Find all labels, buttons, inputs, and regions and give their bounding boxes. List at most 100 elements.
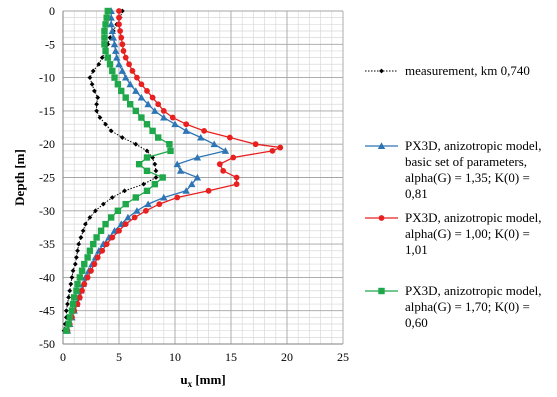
diamond-marker [119,135,125,140]
x-tick-label: 15 [225,350,237,364]
y-axis-label: Depth [m] [12,149,27,206]
diamond-marker [70,268,76,274]
triangle-marker [107,20,115,28]
circle-marker [252,141,259,148]
square-marker [104,54,111,61]
triangle-marker [197,133,205,141]
triangle-marker [110,40,119,48]
legend-label: alpha(G) = 1,35; K(0) = [405,170,530,185]
circle-marker [230,154,237,161]
circle-marker [233,181,240,188]
circle-marker [116,14,122,21]
circle-marker [99,247,106,254]
y-tick-label: -45 [39,304,55,318]
triangle-marker [188,180,196,188]
circle-marker [116,21,122,28]
triangle-marker [137,93,146,101]
square-marker [122,200,129,208]
y-tick-label: -15 [39,104,55,118]
triangle-marker [118,67,127,74]
square-marker [102,47,109,55]
circle-marker [205,187,212,194]
diamond-marker [63,308,69,314]
square-marker [63,327,70,334]
y-tick-label: -30 [39,204,55,218]
triangle-marker [173,160,181,168]
y-tick-label: 0 [49,4,55,18]
y-tick-label: -25 [39,171,55,185]
diamond-marker [91,88,97,94]
diamond-marker [108,128,114,134]
legend-label: PX3D, anizotropic model, [405,138,541,153]
triangle-marker [132,87,140,94]
triangle-marker [133,207,141,214]
diamond-marker [153,175,159,180]
axes [62,11,343,345]
square-marker [151,180,159,188]
y-tick-label: -20 [39,137,55,151]
diamond-marker [109,195,115,200]
legend-label: PX3D, anizotropic model, [405,283,541,298]
circle-marker [156,201,163,208]
circle-marker [116,8,122,14]
triangle-marker [160,193,168,201]
y-tick-label: -40 [39,270,55,284]
x-tick-label: 0 [60,350,66,364]
square-marker [103,14,110,21]
square-marker [66,314,73,321]
circle-marker [138,81,145,88]
square-marker [143,167,151,175]
triangle-marker [193,173,202,181]
square-marker [166,141,173,148]
legend-label: measurement, km 0,740 [405,63,530,78]
diamond-marker [76,241,82,247]
square-marker [114,81,122,88]
circle-marker [233,174,240,181]
square-marker [78,267,86,274]
square-marker [109,67,116,75]
legend-item-3: PX3D, anizotropic model,alpha(G) = 1,70;… [365,283,541,330]
diamond-marker [144,148,150,154]
square-marker [149,127,156,135]
square-marker [127,101,134,108]
circle-marker [160,108,167,114]
circle-marker [201,127,208,134]
square-marker [84,254,91,261]
diamond-marker [69,275,75,280]
square-marker [101,34,108,41]
diamond-marker [74,255,79,260]
triangle-marker [151,107,159,114]
diamond-marker [141,181,147,187]
diamond-marker [66,294,71,300]
square-marker [102,220,109,228]
diamond-marker [80,228,86,234]
diamond-marker [107,35,113,41]
circle-marker [216,161,223,168]
square-marker [155,134,162,141]
circle-marker [131,214,138,221]
triangle-marker [113,53,121,61]
square-marker [101,41,108,48]
diamond-marker [83,221,88,227]
diamond-marker [93,208,98,214]
circle-marker [183,121,190,128]
circle-marker [91,261,98,267]
diamond-marker [94,108,99,114]
circle-marker [103,241,110,248]
triangle-marker [144,100,152,108]
circle-marker [155,101,162,108]
circle-marker [79,287,85,294]
diamond-marker [152,161,158,167]
diamond-marker [68,281,74,287]
circle-marker [269,147,276,154]
square-marker [86,247,94,254]
square-marker [159,174,166,181]
triangle-marker [109,33,118,41]
y-tick-label: -10 [39,71,55,85]
diamond-marker [133,141,139,147]
circle-marker [126,61,132,68]
triangle-marker [126,80,134,88]
triangle-marker [377,142,386,149]
diamond-marker [103,121,108,127]
